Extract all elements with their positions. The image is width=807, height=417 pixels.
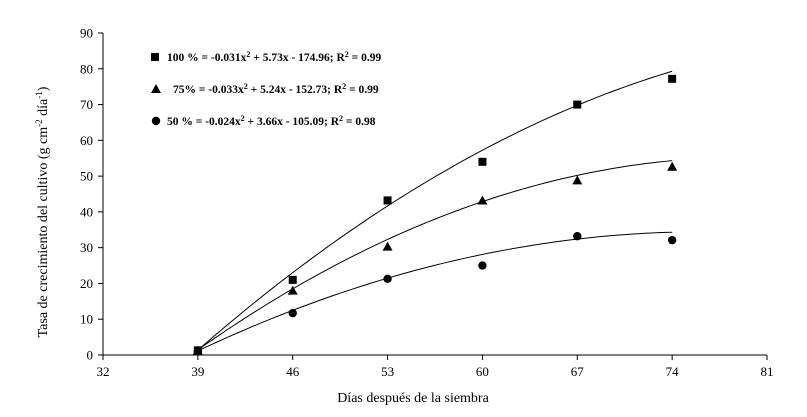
data-point-square bbox=[288, 275, 297, 284]
data-point-circle bbox=[383, 274, 392, 283]
y-tick-label: 60 bbox=[80, 133, 93, 148]
y-tick-label: 20 bbox=[80, 276, 93, 291]
legend-marker-square bbox=[151, 53, 159, 61]
data-point-square bbox=[478, 157, 487, 166]
x-tick-label: 46 bbox=[286, 364, 300, 379]
data-point-circle bbox=[667, 235, 677, 245]
data-point-triangle bbox=[667, 161, 678, 171]
x-tick-label: 39 bbox=[191, 364, 204, 379]
y-tick-label: 70 bbox=[80, 97, 93, 112]
data-point-circle bbox=[573, 232, 582, 241]
y-tick-label: 0 bbox=[87, 348, 94, 363]
data-point-triangle bbox=[572, 175, 583, 185]
data-point-circle bbox=[288, 308, 297, 318]
data-point-triangle bbox=[382, 241, 393, 251]
y-axis-label-main: Tasa de crecimiento del cultivo (g cm bbox=[36, 127, 51, 338]
y-tick-label: 50 bbox=[80, 169, 93, 184]
data-point-square bbox=[573, 100, 582, 109]
y-axis-label-end: ) bbox=[36, 86, 51, 91]
x-axis-label: Días después de la siembra bbox=[337, 391, 489, 406]
x-tick-label: 81 bbox=[761, 364, 774, 379]
fit-curves bbox=[197, 70, 673, 352]
y-tick-label: 10 bbox=[80, 312, 93, 327]
legend-label-square: 100 % = -0.031x2 + 5.73x - 174.96; R2 = … bbox=[167, 50, 381, 64]
data-point-square bbox=[383, 196, 392, 205]
y-tick-label: 30 bbox=[80, 240, 93, 255]
y-axis-label-sup1: -2 bbox=[34, 119, 44, 127]
legend-label-circle: 50 % = -0.024x2 + 3.66x - 105.09; R2 = 0… bbox=[167, 114, 376, 128]
data-point-circle bbox=[193, 347, 203, 356]
fit-curve-triangle bbox=[197, 160, 673, 351]
x-tick-label: 67 bbox=[571, 364, 585, 379]
legend-marker-triangle bbox=[151, 84, 161, 93]
fit-curve-square bbox=[197, 70, 673, 351]
y-axis-label-mid: día bbox=[36, 98, 51, 119]
y-tick-label: 90 bbox=[80, 26, 93, 41]
x-tick-label: 60 bbox=[476, 364, 489, 379]
y-axis-label-sup2: -1 bbox=[34, 91, 44, 99]
legend-label-triangle: 75% = -0.033x2 + 5.24x - 152.73; R2 = 0.… bbox=[173, 82, 379, 96]
data-point-circle bbox=[478, 261, 487, 270]
y-axis-label: Tasa de crecimiento del cultivo (g cm-2 … bbox=[34, 86, 51, 337]
x-tick-label: 53 bbox=[381, 364, 394, 379]
data-point-triangle bbox=[287, 285, 298, 295]
data-points bbox=[192, 74, 678, 356]
y-tick-label: 40 bbox=[80, 204, 93, 219]
legend-marker-circle bbox=[151, 116, 161, 126]
legend: 100 % = -0.031x2 + 5.73x - 174.96; R2 = … bbox=[151, 50, 381, 128]
x-tick-label: 32 bbox=[97, 364, 110, 379]
x-tick-label: 74 bbox=[666, 364, 680, 379]
fit-curve-circle bbox=[197, 231, 673, 352]
data-point-square bbox=[668, 74, 677, 83]
y-tick-label: 80 bbox=[80, 61, 93, 76]
axes: 0 10 20 30 40 50 60 70 80 90 32 39 46 53 60 67 74 81 bbox=[80, 26, 774, 380]
data-point-triangle bbox=[477, 195, 488, 205]
